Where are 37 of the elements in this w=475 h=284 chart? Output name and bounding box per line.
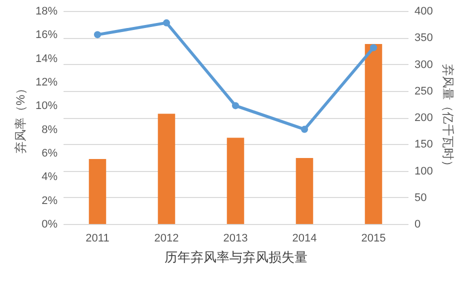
x-tick-label: 2014 (292, 232, 317, 244)
y2-tick-label: 300 (414, 58, 433, 71)
y2-tick-label: 0 (414, 218, 421, 230)
point (94, 31, 102, 38)
x-tick-label: 2011 (86, 232, 110, 244)
point (370, 44, 378, 52)
y-tick-label: 8% (42, 124, 58, 136)
point (300, 126, 308, 133)
bar (364, 44, 382, 224)
bar (226, 138, 244, 224)
bar (88, 159, 106, 224)
x-axis-title: 历年弃风率与弃风损失量 (164, 250, 308, 264)
x-tick-label: 2012 (154, 232, 179, 244)
y-tick-label: 2% (42, 194, 58, 207)
y2-tick-label: 200 (414, 112, 433, 124)
y2-tick-label: 150 (414, 138, 433, 151)
y2-tick-label: 350 (414, 32, 433, 44)
bar (296, 158, 314, 224)
y-tick-label: 6% (42, 148, 58, 160)
y-tick-label: 16% (35, 29, 58, 42)
bar (158, 114, 176, 224)
y-tick-label: 0% (42, 218, 58, 230)
y-tick-label: 14% (35, 52, 58, 65)
point (232, 102, 240, 110)
y-tick-label: 12% (35, 76, 58, 88)
x-tick-label: 2015 (361, 232, 386, 244)
y2-tick-label: 100 (414, 165, 433, 178)
y2-tick-label: 250 (414, 85, 433, 98)
y2-axis-title: 弃风量（亿千瓦时） (440, 64, 455, 172)
y2-tick-label: 50 (414, 192, 427, 204)
y-axis-title: 弃风率（%） (13, 82, 28, 154)
x-tick-label: 2013 (223, 232, 248, 244)
y-tick-label: 10% (35, 100, 58, 112)
y-tick-label: 18% (35, 6, 58, 18)
y-tick-label: 4% (42, 171, 58, 184)
point (162, 19, 170, 26)
y2-tick-label: 400 (414, 6, 433, 18)
